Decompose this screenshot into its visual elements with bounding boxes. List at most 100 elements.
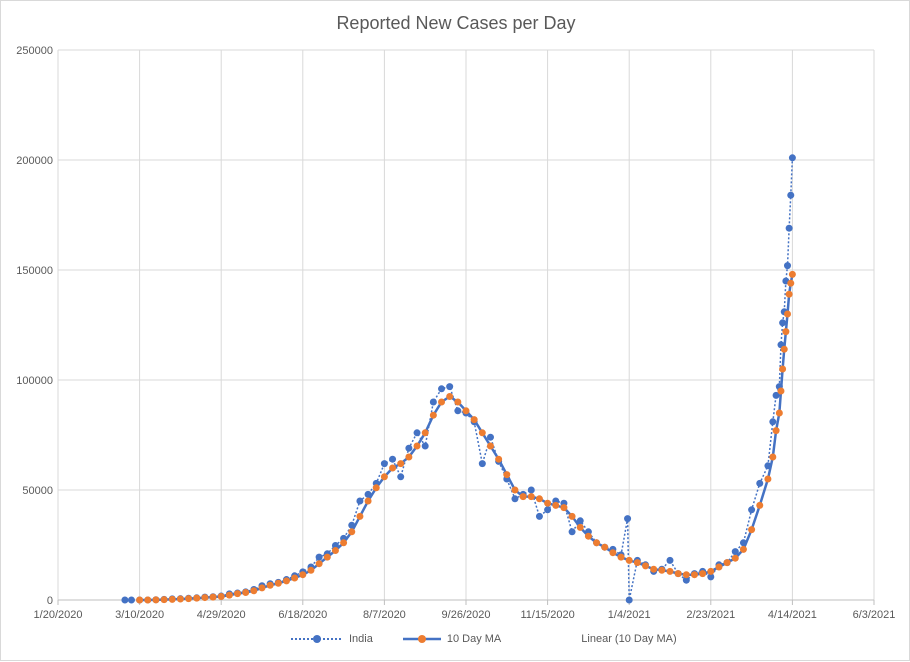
ma-data-point: [666, 567, 674, 575]
ma-data-point: [299, 571, 307, 579]
ma-data-point: [756, 501, 764, 509]
india-data-point: [527, 486, 535, 494]
x-tick-label: 4/29/2020: [197, 609, 246, 621]
ma-data-point: [225, 591, 233, 599]
ma-data-point: [454, 398, 462, 406]
chart-title: Reported New Cases per Day: [336, 13, 576, 33]
india-data-point: [429, 398, 437, 406]
y-tick-label: 100000: [16, 375, 53, 387]
ma-data-point: [764, 475, 772, 483]
ma-data-point: [560, 504, 568, 512]
ma-data-point: [748, 526, 756, 534]
ma-data-point: [282, 577, 290, 585]
ma-data-point: [185, 595, 193, 603]
ma-data-point: [356, 512, 364, 520]
ma-data-point: [136, 596, 144, 604]
ma-data-point: [495, 455, 503, 463]
ma-data-point: [152, 596, 160, 604]
india-data-point: [421, 442, 429, 450]
ma-data-point: [739, 545, 747, 553]
y-tick-label: 250000: [16, 45, 53, 57]
ma-data-point: [462, 407, 470, 415]
x-tick-label: 8/7/2020: [363, 609, 406, 621]
ma-data-point: [511, 486, 519, 494]
ma-data-point: [601, 543, 609, 551]
ma-data-point: [291, 574, 299, 582]
ma-data-point: [772, 427, 780, 435]
ma-data-point: [389, 464, 397, 472]
legend-india-swatch: [291, 635, 343, 643]
ma-data-point: [372, 484, 380, 492]
ma-data-point: [584, 532, 592, 540]
ma-data-point: [777, 387, 785, 395]
ma-data-point: [486, 442, 494, 450]
india-data-point: [511, 495, 519, 503]
ma-data-point: [258, 584, 266, 592]
india-data-point: [127, 596, 135, 604]
x-tick-label: 9/26/2020: [442, 609, 491, 621]
india-data-point: [486, 433, 494, 441]
ma-data-point: [193, 594, 201, 602]
ma-data-point: [779, 365, 787, 373]
india-data-point: [784, 262, 792, 270]
legend-ma-swatch: [402, 635, 441, 643]
india-data-point: [576, 517, 584, 525]
india-data-point: [772, 391, 780, 399]
x-tick-label: 11/15/2020: [520, 609, 574, 621]
ma-data-point: [769, 453, 777, 461]
ma-data-point: [519, 493, 527, 501]
india-data-point: [785, 224, 793, 232]
ma-data-point: [552, 501, 560, 509]
legend-label-ma: 10 Day MA: [446, 633, 502, 645]
ma-data-point: [568, 512, 576, 520]
ma-data-point: [429, 411, 437, 419]
india-data-point: [478, 460, 486, 468]
y-tick-label: 0: [47, 595, 53, 607]
ma-data-point: [364, 497, 372, 505]
ma-data-point: [788, 270, 796, 278]
ma-data-point: [340, 539, 348, 547]
ma-data-point: [780, 345, 788, 353]
ma-data-point: [715, 563, 723, 571]
ma-data-point: [593, 539, 601, 547]
ma-data-point: [234, 590, 242, 598]
india-data-point: [707, 573, 715, 581]
ma-data-point: [446, 393, 454, 400]
ma-data-point: [535, 495, 543, 503]
india-data-point: [446, 383, 454, 391]
ma-data-point: [266, 581, 274, 589]
india-data-point: [380, 460, 388, 468]
x-tick-label: 6/18/2020: [278, 609, 327, 621]
ma-data-point: [438, 398, 446, 406]
ma-data-point: [690, 571, 698, 579]
india-data-point: [389, 455, 397, 463]
ma-data-point: [176, 595, 184, 603]
y-tick-label: 150000: [16, 265, 53, 277]
legend-item-ma: 10 Day MA: [402, 633, 502, 645]
ma-data-point: [787, 279, 795, 287]
ma-data-point: [782, 328, 790, 336]
ma-data-point: [348, 528, 356, 536]
ma-data-point: [421, 429, 429, 437]
india-data-point: [405, 444, 413, 452]
y-tick-label: 50000: [22, 485, 53, 497]
x-tick-label: 1/4/2021: [608, 609, 651, 621]
ma-data-point: [707, 567, 715, 575]
x-tick-label: 2/23/2021: [686, 609, 735, 621]
india-data-point: [787, 191, 795, 199]
ma-data-point: [315, 560, 323, 568]
ma-data-point: [380, 473, 388, 481]
india-data-point: [682, 576, 690, 584]
ma-data-point: [323, 553, 331, 561]
india-data-point: [544, 506, 552, 514]
india-data-point: [315, 553, 323, 561]
india-data-point: [625, 596, 633, 604]
india-data-point: [756, 479, 764, 487]
india-data-point: [624, 515, 632, 523]
india-data-point: [356, 497, 364, 505]
x-tick-label: 3/10/2020: [115, 609, 164, 621]
y-tick-label: 200000: [16, 155, 53, 167]
x-tick-label: 1/20/2020: [34, 609, 83, 621]
